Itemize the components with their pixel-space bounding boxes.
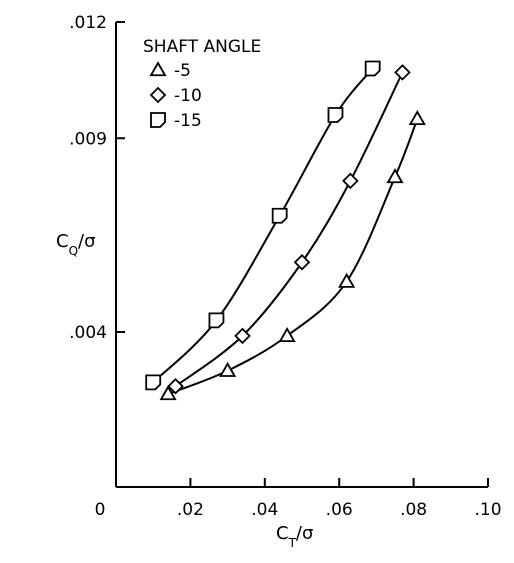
data-point-triangle	[219, 361, 237, 377]
y-tick-label: .012	[69, 13, 107, 33]
legend-title: SHAFT ANGLE	[143, 37, 261, 57]
x-tick-label: 0	[95, 500, 106, 520]
data-point-diamond	[293, 253, 311, 271]
data-point-triangle	[408, 110, 426, 126]
legend-label: -10	[174, 86, 202, 106]
data-point-square-d	[327, 107, 344, 123]
legend-label: -5	[174, 61, 191, 81]
data-point-square-d	[271, 207, 288, 224]
data-point-square-d	[145, 374, 162, 391]
data-point-triangle	[278, 327, 296, 343]
data-point-triangle	[338, 272, 356, 288]
axis-labels: CQ/σ CT/σ	[56, 231, 313, 550]
y-axis-label: CQ/σ	[56, 231, 96, 258]
x-tick-label: .10	[474, 500, 501, 520]
x-tick-label: .08	[400, 500, 427, 520]
data-point-diamond	[342, 172, 359, 190]
x-tick-label: .02	[177, 500, 204, 520]
legend-marker-square-d	[150, 112, 166, 128]
axes: 0 .02 .04 .06 .08 .10 .004 .009 .012	[69, 13, 501, 520]
legend: SHAFT ANGLE -5 -10 -15	[143, 37, 261, 131]
data-markers	[145, 60, 426, 401]
data-point-triangle	[159, 385, 177, 401]
data-point-diamond	[167, 377, 184, 395]
y-tick-label: .004	[69, 323, 107, 343]
legend-marker-triangle	[149, 61, 167, 77]
legend-label: -15	[174, 111, 202, 131]
legend-marker-diamond	[149, 86, 167, 104]
series-curve-0	[167, 118, 419, 395]
data-point-diamond	[394, 64, 411, 81]
x-axis-label: CT/σ	[276, 523, 313, 550]
y-tick-label: .009	[69, 129, 107, 149]
x-tick-label: .04	[251, 500, 278, 520]
data-point-diamond	[234, 327, 251, 345]
data-point-triangle	[386, 168, 404, 184]
x-tick-label: .06	[326, 500, 353, 520]
data-point-square-d	[208, 312, 225, 329]
data-point-square-d	[364, 60, 381, 77]
